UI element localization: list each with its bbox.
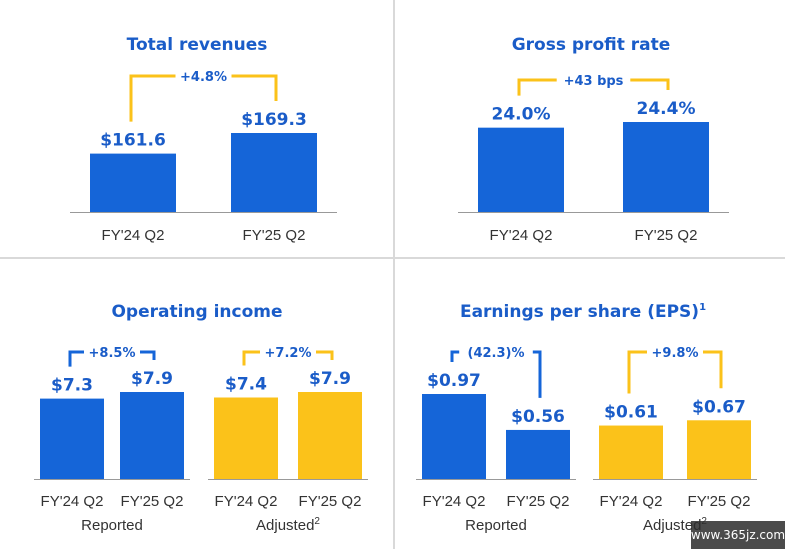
change-label: +7.2% bbox=[265, 346, 312, 361]
tick-label: FY'24 Q2 bbox=[490, 227, 553, 244]
data-label: 24.0% bbox=[492, 105, 551, 125]
change-label: +9.8% bbox=[652, 346, 699, 361]
bar bbox=[120, 392, 184, 479]
bar bbox=[623, 122, 709, 212]
change-bracket bbox=[703, 350, 723, 389]
data-label: $7.9 bbox=[309, 369, 351, 389]
change-bracket bbox=[532, 350, 542, 398]
group-label: Adjusted2 bbox=[256, 516, 320, 534]
change-bracket bbox=[140, 350, 156, 360]
chart-title: Gross profit rate bbox=[512, 35, 671, 55]
bar bbox=[231, 133, 317, 212]
change-label: +4.8% bbox=[180, 70, 227, 85]
tick-label: FY'24 Q2 bbox=[600, 493, 663, 510]
tick-label: FY'24 Q2 bbox=[102, 227, 165, 244]
change-bracket bbox=[231, 74, 278, 101]
tick-label: FY'25 Q2 bbox=[688, 493, 751, 510]
data-label: 24.4% bbox=[637, 99, 696, 119]
chart-panel-4: Earnings per share (EPS)1 $0.97 FY'24 Q2 $0… bbox=[416, 302, 757, 534]
bar bbox=[40, 398, 104, 479]
tick-label: FY'25 Q2 bbox=[299, 493, 362, 510]
data-label: $7.3 bbox=[51, 376, 93, 396]
data-label: $0.56 bbox=[511, 407, 565, 427]
data-label: $7.9 bbox=[131, 369, 173, 389]
tick-label: FY'25 Q2 bbox=[243, 227, 306, 244]
bar bbox=[214, 397, 278, 479]
tick-label: FY'24 Q2 bbox=[423, 493, 486, 510]
bar bbox=[506, 429, 570, 479]
tick-label: FY'25 Q2 bbox=[121, 493, 184, 510]
watermark-text: www.365jz.com bbox=[691, 528, 785, 542]
change-label: +8.5% bbox=[89, 346, 136, 361]
bar bbox=[422, 394, 486, 479]
data-label: $0.97 bbox=[427, 371, 481, 391]
bar bbox=[599, 425, 663, 479]
change-bracket bbox=[242, 350, 260, 366]
data-label: $0.67 bbox=[692, 397, 746, 417]
data-label: $0.61 bbox=[604, 403, 658, 423]
tick-label: FY'25 Q2 bbox=[635, 227, 698, 244]
change-bracket bbox=[316, 350, 334, 360]
data-label: $169.3 bbox=[241, 110, 307, 130]
bar bbox=[478, 127, 564, 212]
data-label: $7.4 bbox=[225, 375, 267, 395]
chart-panel-2: Gross profit rate 24.0% FY'24 Q2 24.4% FY'25… bbox=[458, 35, 729, 244]
tick-label: FY'24 Q2 bbox=[41, 493, 104, 510]
group-label: Reported bbox=[465, 517, 527, 534]
change-bracket bbox=[450, 350, 460, 362]
change-label: (42.3)% bbox=[468, 346, 525, 361]
change-bracket bbox=[129, 74, 176, 122]
bar bbox=[90, 153, 176, 212]
chart-title: Earnings per share (EPS)1 bbox=[460, 302, 706, 322]
tick-label: FY'25 Q2 bbox=[507, 493, 570, 510]
tick-label: FY'24 Q2 bbox=[215, 493, 278, 510]
bar bbox=[298, 392, 362, 479]
data-label: $161.6 bbox=[100, 131, 166, 151]
change-bracket bbox=[630, 78, 670, 90]
group-label: Reported bbox=[81, 517, 143, 534]
change-bracket bbox=[627, 350, 647, 394]
bar bbox=[687, 420, 751, 479]
change-label: +43 bps bbox=[564, 74, 624, 89]
change-bracket bbox=[68, 350, 84, 367]
chart-title: Total revenues bbox=[127, 35, 268, 55]
watermark-bg bbox=[691, 521, 785, 549]
change-bracket bbox=[517, 78, 557, 96]
chart-panel-3: Operating income $7.3 FY'24 Q2 $7.9 FY'25 Q2… bbox=[34, 302, 368, 534]
chart-title: Operating income bbox=[111, 302, 282, 322]
chart-panel-1: Total revenues $161.6 FY'24 Q2 $169.3 FY'25 … bbox=[70, 35, 337, 244]
